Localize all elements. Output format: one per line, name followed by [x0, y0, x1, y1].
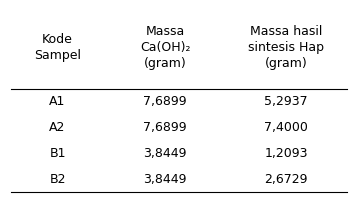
Text: B1: B1 [49, 147, 66, 160]
Text: Massa
Ca(OH)₂
(gram): Massa Ca(OH)₂ (gram) [140, 25, 190, 70]
Text: 7,6899: 7,6899 [143, 95, 187, 109]
Text: 2,6729: 2,6729 [264, 173, 308, 186]
Text: 3,8449: 3,8449 [143, 147, 187, 160]
Text: 3,8449: 3,8449 [143, 173, 187, 186]
Text: Massa hasil
sintesis Hap
(gram): Massa hasil sintesis Hap (gram) [248, 25, 324, 70]
Text: A2: A2 [49, 121, 66, 134]
Text: 5,2937: 5,2937 [264, 95, 308, 109]
Text: B2: B2 [49, 173, 66, 186]
Text: 7,4000: 7,4000 [264, 121, 308, 134]
Text: 7,6899: 7,6899 [143, 121, 187, 134]
Text: Kode
Sampel: Kode Sampel [34, 33, 81, 62]
Text: A1: A1 [49, 95, 66, 109]
Text: 1,2093: 1,2093 [264, 147, 308, 160]
